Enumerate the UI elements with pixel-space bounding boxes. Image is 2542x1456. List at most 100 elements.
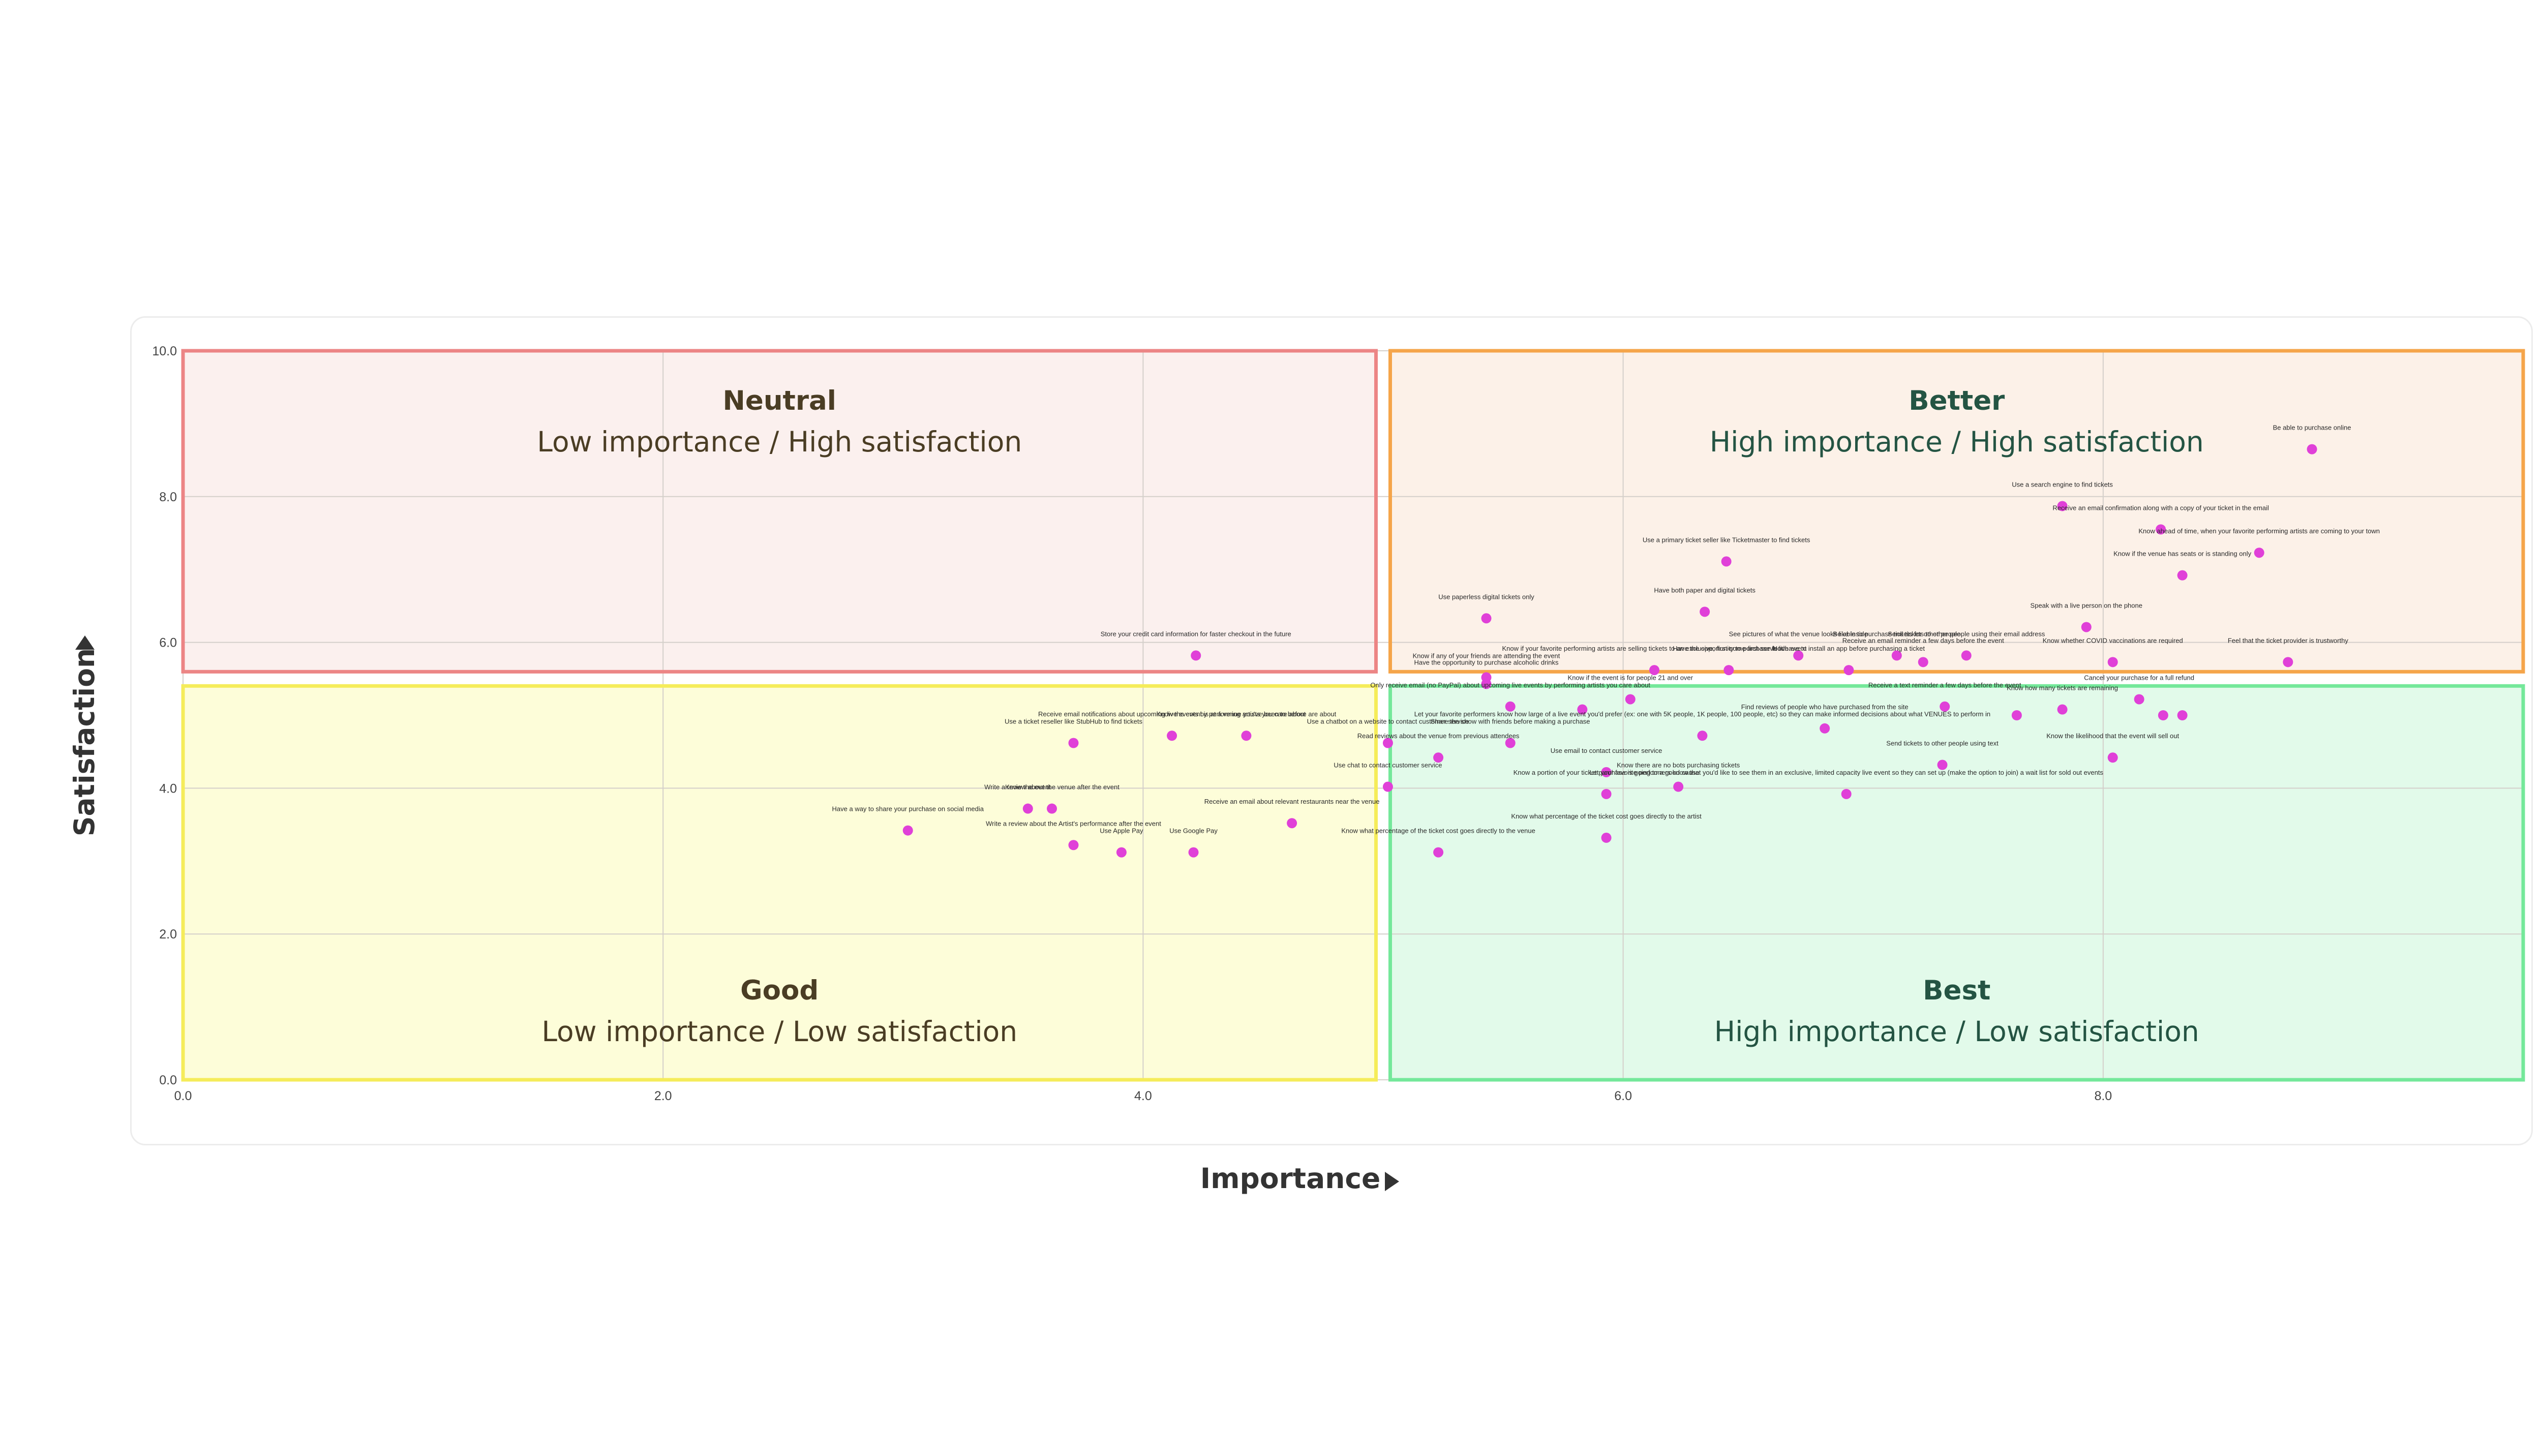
data-point-label: See pictures of what the venue looks lik… <box>1729 630 1868 638</box>
data-point-label: Know how many tickets are remaining <box>2007 684 2118 692</box>
data-point <box>2254 548 2264 558</box>
quadrant-better-title: Better <box>1909 385 2005 416</box>
data-point-label: Send tickets to other people using their… <box>1888 630 2045 638</box>
data-point <box>1601 767 1612 777</box>
quadrant-better-subtitle: High importance / High satisfaction <box>1710 426 2204 458</box>
data-point-label: Receive email notifications about upcomi… <box>1038 710 1306 718</box>
y-axis-title: Satisfaction <box>68 648 101 836</box>
data-point <box>1649 665 1659 676</box>
quadrant-best-title: Best <box>1923 975 1990 1006</box>
data-point-label: Know ahead of time, when your favorite p… <box>2138 527 2380 535</box>
data-point <box>2057 501 2068 511</box>
data-point <box>2307 444 2317 454</box>
quadrant-best-border <box>1388 684 2525 1082</box>
data-point-label: Use email to contact customer service <box>1551 747 1662 754</box>
data-point <box>1891 650 1902 661</box>
data-point <box>1673 781 1684 792</box>
y-tick-label: 0.0 <box>159 1073 177 1087</box>
data-point-label: Know a portion of your ticket purchase i… <box>1514 769 1700 776</box>
quadrant-neutral-title: Neutral <box>723 385 836 416</box>
data-point <box>1700 606 1710 617</box>
data-point <box>1068 840 1079 851</box>
quadrant-neutral-border <box>181 349 1378 674</box>
data-point <box>1697 731 1708 741</box>
y-tick-label: 10.0 <box>152 344 177 358</box>
data-point-label: Use a chatbot on a website to contact cu… <box>1307 717 1469 725</box>
x-tick-label: 6.0 <box>1614 1089 1632 1103</box>
data-point <box>1116 847 1127 858</box>
data-point-label: Feel that the ticket provider is trustwo… <box>2228 636 2348 644</box>
data-point-label: Send tickets to other people using text <box>1886 740 1999 747</box>
data-point <box>2107 752 2118 763</box>
quadrant-neutral-fill <box>183 351 1376 672</box>
y-tick-label: 4.0 <box>159 781 177 796</box>
data-point-label: Only receive email (no PayPal) about upc… <box>1370 681 1650 689</box>
data-point <box>1601 788 1612 799</box>
data-point <box>1191 650 1201 661</box>
data-point <box>1841 788 1852 799</box>
data-point <box>1843 665 1854 676</box>
quadrant-better-border <box>1388 349 2525 674</box>
axis-ticks: 0.0 2.0 4.0 6.0 8.0 0.0 2.0 4.0 6.0 8.0 10.0 <box>152 344 2112 1103</box>
data-point <box>2107 657 2118 668</box>
quadrant-labels: Neutral Low importance / High satisfactio… <box>537 385 2203 1048</box>
quadrant-best-fill <box>1390 686 2523 1080</box>
data-point <box>1481 613 1492 624</box>
data-point <box>2081 622 2092 632</box>
quadrant-good-subtitle: Low importance / Low satisfaction <box>541 1015 1017 1048</box>
data-point-label: Have the opportunity to purchase food <box>1673 645 1784 652</box>
data-point-label: Use Apple Pay <box>1100 827 1143 835</box>
data-point <box>2158 710 2168 720</box>
quadrant-good-border <box>181 684 1378 1082</box>
data-point-label: Use Google Pay <box>1169 827 1218 835</box>
data-point-label: Know whether COVID vaccinations are requ… <box>2043 636 2183 644</box>
data-point <box>1918 657 1928 668</box>
x-axis-title: Importance <box>1200 1162 1381 1195</box>
data-point-label: Know the likelihood that the event will … <box>2046 732 2179 740</box>
data-point-label: Know what percentage of the ticket cost … <box>1511 812 1702 820</box>
quadrant-better-fill <box>1390 351 2523 672</box>
data-point <box>2156 524 2166 535</box>
data-point-label: Use a ticket reseller like StubHub to fi… <box>1005 717 1142 725</box>
data-point-label: Use chat to contact customer service <box>1334 762 1442 769</box>
data-point <box>2011 710 2022 720</box>
data-point <box>1940 701 1950 712</box>
data-point-label: Not have to install an app before purcha… <box>1773 645 1925 652</box>
data-point <box>1382 781 1393 792</box>
data-point-label: Let your favorite performers know that y… <box>1589 769 2103 776</box>
data-point-label: Know the event is at a venue you've been… <box>1157 710 1337 718</box>
data-point <box>1937 760 1948 770</box>
data-point <box>1723 665 1734 676</box>
data-point <box>1022 803 1033 814</box>
data-point-label: Receive an email about relevant restaura… <box>1204 798 1380 805</box>
quadrant-good-fill <box>183 686 1376 1080</box>
data-point-label: Know if your favorite performing artists… <box>1502 645 1807 652</box>
data-point <box>1433 847 1444 858</box>
data-point-label: Know if any of your friends are attendin… <box>1413 652 1560 659</box>
data-point-label: Have both paper and digital tickets <box>1654 586 1756 594</box>
y-tick-label: 8.0 <box>159 490 177 504</box>
data-point-label: Be able to purchase tickets for other pe… <box>1833 630 1960 638</box>
data-point <box>2283 657 2293 668</box>
data-point <box>1433 752 1444 763</box>
data-point <box>2177 570 2188 581</box>
data-point <box>1382 738 1393 748</box>
data-point-label: Know what percentage of the ticket cost … <box>1341 827 1535 835</box>
data-point-label: Use a primary ticket seller like Ticketm… <box>1643 536 1810 543</box>
data-point-label: Have a way to share your purchase on soc… <box>832 805 984 813</box>
data-point-label: Receive an email reminder a few days bef… <box>1842 636 2004 644</box>
x-tick-label: 0.0 <box>174 1089 192 1103</box>
axis-titles: Importance Satisfaction <box>68 635 1399 1195</box>
data-point <box>1188 847 1199 858</box>
data-point-label: Store your credit card information for f… <box>1101 630 1291 638</box>
x-tick-label: 8.0 <box>2094 1089 2112 1103</box>
quadrant-good-title: Good <box>740 975 819 1006</box>
data-point-label: Read reviews about the venue from previo… <box>1357 732 1520 740</box>
data-point-label: Write a review about the venue after the… <box>984 783 1119 791</box>
data-point <box>1961 650 1972 661</box>
data-points: Be able to purchase online Use a search e… <box>832 424 2380 858</box>
data-point-label: Know the event <box>1005 783 1051 791</box>
data-point-label: Write a review about the Artist's perfor… <box>986 820 1161 827</box>
y-tick-label: 2.0 <box>159 927 177 942</box>
